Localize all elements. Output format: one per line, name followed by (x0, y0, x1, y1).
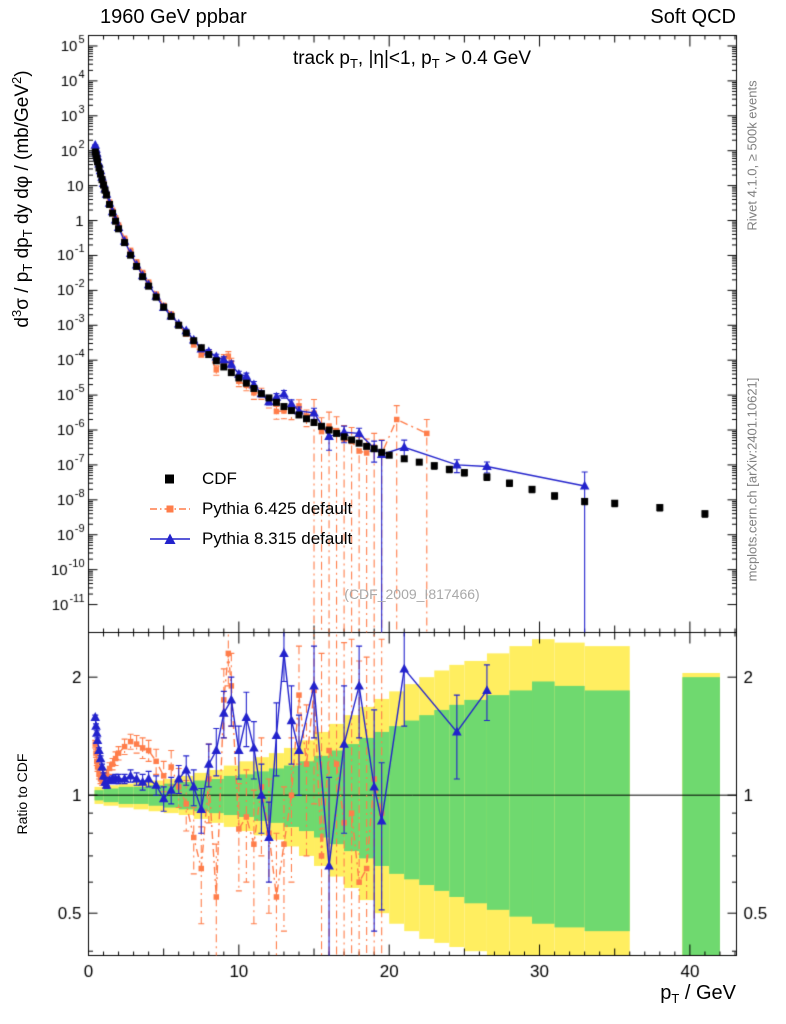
xlabel-text: / GeV (679, 982, 736, 1004)
title-subscript: T (349, 56, 358, 71)
legend-label-pythia6: Pythia 6.425 default (202, 499, 353, 518)
title-text: track p (292, 48, 350, 69)
cdf-square-icon (165, 474, 174, 484)
x-axis-label: pT / GeV (660, 982, 736, 1006)
legend: CDF Pythia 6.425 default Pythia 8.315 de… (148, 464, 352, 554)
legend-label-cdf: CDF (202, 469, 237, 488)
beam-energy-label: 1960 GeV ppbar (100, 6, 247, 28)
pythia8-line-triangle-icon (150, 533, 190, 544)
ylabel-superscript: 2 (9, 76, 24, 84)
ylabel-superscript: 3 (9, 309, 24, 318)
xlabel-text: p (660, 982, 672, 1004)
legend-item-pythia8: Pythia 8.315 default (148, 524, 352, 554)
ylabel-text: dp (12, 237, 33, 264)
xlabel-subscript: T (671, 991, 680, 1006)
ylabel-text: σ / p (12, 271, 33, 310)
plot-title: track pT, |η|<1, pT > 0.4 GeV (88, 48, 736, 71)
title-subscript: T (431, 56, 440, 71)
pythia6-dashdot-square-icon (150, 505, 190, 513)
main-y-axis-label: d3σ / pT dpT dy dφ / (mb/GeV2) (9, 29, 35, 369)
ylabel-subscript: T (20, 229, 35, 238)
ylabel-subscript: T (20, 263, 35, 272)
title-text: , |η|<1, p (357, 48, 432, 69)
legend-item-pythia6: Pythia 6.425 default (148, 494, 352, 524)
title-text: > 0.4 GeV (439, 48, 532, 69)
legend-item-cdf: CDF (148, 464, 352, 494)
ylabel-text: dy dφ / (mb/GeV (12, 83, 33, 230)
ylabel-text: d (12, 317, 33, 328)
process-group-label: Soft QCD (650, 6, 736, 28)
mcplots-reference-label: mcplots.cern.ch [arXiv:2401.10621] (744, 377, 760, 582)
ylabel-text: ) (12, 70, 33, 77)
rivet-version-label: Rivet 4.1.0, ≥ 500k events (744, 80, 760, 231)
ratio-y-axis-label: Ratio to CDF (14, 753, 30, 835)
analysis-watermark: (CDF_2009_I817466) (344, 586, 480, 602)
legend-label-pythia8: Pythia 8.315 default (202, 529, 353, 548)
